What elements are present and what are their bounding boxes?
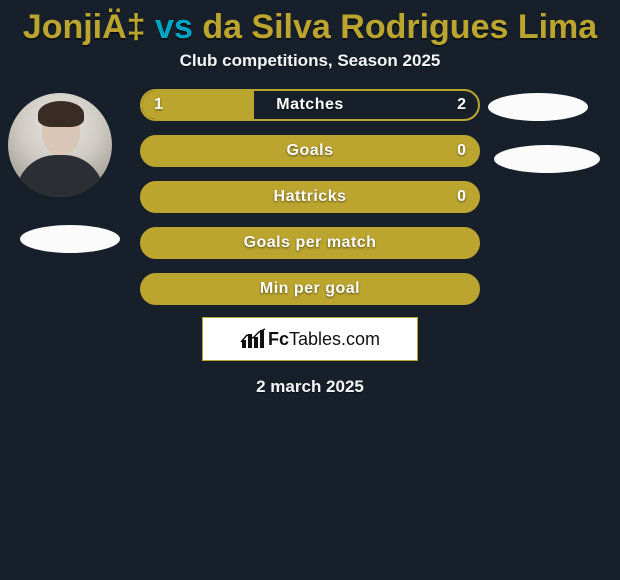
player-left-avatar xyxy=(8,93,112,197)
player-right-club-badge xyxy=(494,145,600,173)
stat-right-value: 0 xyxy=(457,142,466,160)
stat-bar-min-per-goal: Min per goal xyxy=(140,273,480,305)
stat-bar-hattricks: Hattricks 0 xyxy=(140,181,480,213)
stat-label: Hattricks xyxy=(274,188,347,206)
stat-bar-matches: 1 Matches 2 xyxy=(140,89,480,121)
generation-date: 2 march 2025 xyxy=(0,377,620,397)
logo-text: FcTables.com xyxy=(268,329,380,350)
stat-label: Matches xyxy=(276,96,344,114)
logo-text-strong: Fc xyxy=(268,329,289,349)
logo-text-rest: Tables.com xyxy=(289,329,380,349)
player-left-name: JonjiÄ‡ xyxy=(23,8,146,46)
stat-bar-goals: Goals 0 xyxy=(140,135,480,167)
comparison-subtitle: Club competitions, Season 2025 xyxy=(0,51,620,89)
stat-label: Goals xyxy=(287,142,334,160)
stat-label: Min per goal xyxy=(260,280,360,298)
stat-bar-goals-per-match: Goals per match xyxy=(140,227,480,259)
title-vs: vs xyxy=(146,8,203,46)
player-left-club-badge xyxy=(20,225,120,253)
comparison-stage: 1 Matches 2 Goals 0 Hattricks 0 Goals per match… xyxy=(0,89,620,419)
player-right-avatar xyxy=(488,93,588,121)
stat-left-value: 1 xyxy=(154,96,163,114)
stat-bars: 1 Matches 2 Goals 0 Hattricks 0 Goals per match… xyxy=(140,89,480,319)
comparison-title: JonjiÄ‡ vs da Silva Rodrigues Lima xyxy=(0,0,620,51)
stat-right-value: 2 xyxy=(457,96,466,114)
fctables-logo: FcTables.com xyxy=(202,317,418,361)
player-right-name: da Silva Rodrigues Lima xyxy=(202,8,597,46)
stat-right-value: 0 xyxy=(457,188,466,206)
bar-chart-icon xyxy=(240,328,266,350)
stat-label: Goals per match xyxy=(244,234,377,252)
